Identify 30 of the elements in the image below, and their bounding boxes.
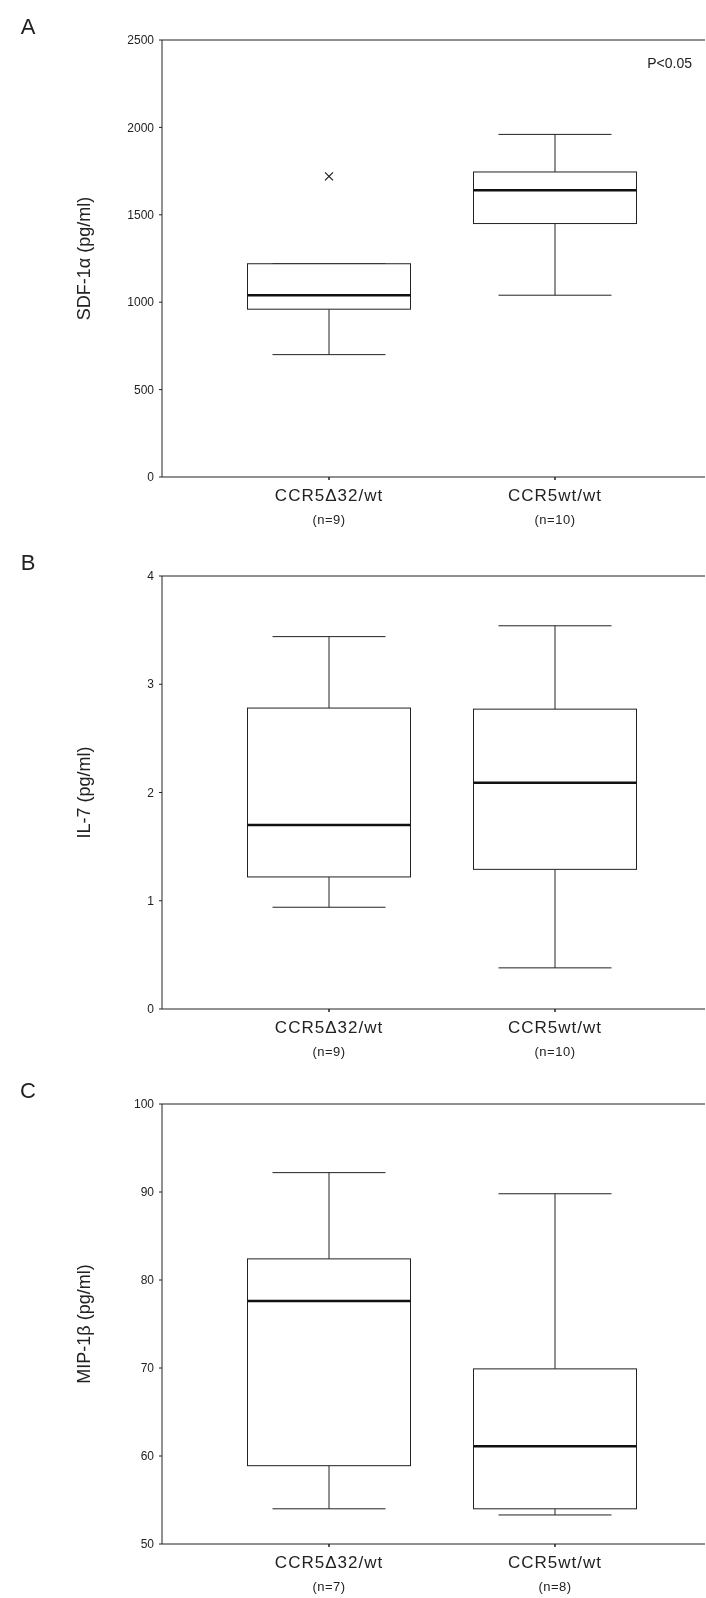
chart-title: B <box>20 550 36 575</box>
chart-title: C <box>20 1078 37 1103</box>
y-tick-label: 90 <box>140 1185 155 1200</box>
x-tick-label: CCR5wt/wt (n=10) <box>507 1018 603 1059</box>
y-tick-label: 1000 <box>127 295 155 310</box>
chart-title: A <box>20 14 36 39</box>
y-tick-label: 1 <box>147 893 155 908</box>
y-tick-label: 0 <box>147 1002 155 1017</box>
y-tick-label: 4 <box>147 569 155 584</box>
x-tick-label: CCR5Δ32/wt (n=9) <box>274 486 384 527</box>
x-tick-label: CCR5Δ32/wt (n=7) <box>274 1553 384 1594</box>
y-tick-label: 0 <box>147 470 155 485</box>
y-tick-label: 60 <box>140 1449 155 1464</box>
y-tick-label: 50 <box>140 1537 155 1552</box>
y-tick-label: 2 <box>147 785 155 800</box>
x-tick-label: CCR5wt/wt (n=10) <box>507 486 603 527</box>
y-axis-title: SDF-1α (pg/ml) <box>74 196 94 321</box>
y-tick-label: 100 <box>133 1097 155 1112</box>
y-tick-label: 80 <box>140 1273 155 1288</box>
y-axis-title: MIP-1β (pg/ml) <box>74 1264 94 1384</box>
annotation: P<0.05 <box>647 55 693 71</box>
y-tick-label: 70 <box>140 1361 155 1376</box>
x-tick-label: CCR5wt/wt (n=8) <box>507 1553 603 1594</box>
y-tick-label: 500 <box>133 382 155 397</box>
y-tick-label: 3 <box>147 677 155 692</box>
y-tick-label: 2000 <box>127 120 155 135</box>
y-tick-label: 1500 <box>127 208 155 222</box>
x-tick-label: CCR5Δ32/wt (n=9) <box>274 1018 384 1059</box>
y-axis-title: IL-7 (pg/ml) <box>74 746 94 839</box>
y-tick-label: 2500 <box>127 33 155 48</box>
